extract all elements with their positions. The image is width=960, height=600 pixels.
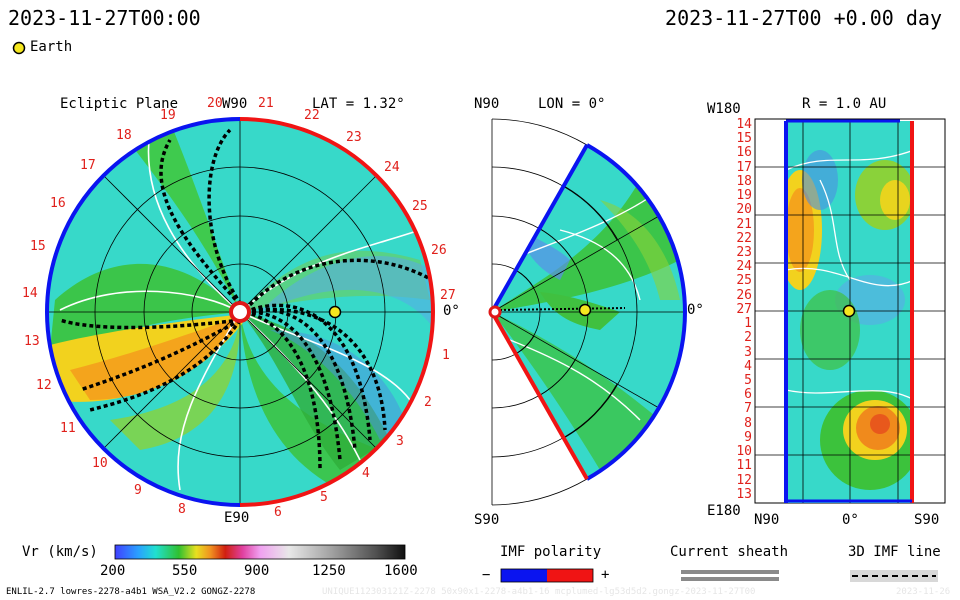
map-y-label: 25 (736, 273, 752, 288)
map-y-label: 2 (744, 330, 752, 345)
meridional-lon-label: LON = 0° (538, 96, 606, 112)
map-y-label: 27 (736, 302, 752, 317)
current-sheath-label: Current sheath (670, 544, 789, 560)
map-y-label: 20 (736, 202, 752, 217)
rot-2: 2 (424, 395, 432, 410)
rot-15: 15 (30, 239, 46, 254)
ecliptic-title: Ecliptic Plane (60, 96, 179, 112)
imf-polarity-label: IMF polarity (500, 544, 602, 560)
ecliptic-e90-label: E90 (224, 510, 250, 526)
map-x-n90: N90 (754, 512, 780, 528)
sun-marker (229, 301, 251, 323)
rot-18: 18 (116, 128, 132, 143)
rot-21: 21 (258, 96, 274, 111)
meridional-s90-label: S90 (474, 512, 500, 528)
ecliptic-0deg-label: 0° (443, 303, 460, 319)
rot-13: 13 (24, 334, 40, 349)
map-y-label: 10 (736, 444, 752, 459)
map-y-label: 17 (736, 160, 752, 175)
rot-8: 8 (178, 502, 186, 517)
map-y-label: 5 (744, 373, 752, 388)
timestamp-left: 2023-11-27T00:00 (8, 6, 201, 30)
rot-5: 5 (320, 490, 328, 505)
map-y-label: 7 (744, 401, 752, 416)
map-y-label: 16 (736, 145, 752, 160)
run-date: 2023-11-26 (896, 587, 951, 597)
rot-27: 27 (440, 288, 456, 303)
model-info: ENLIL-2.7 lowres-2278-a4b1 WSA_V2.2 GONG… (6, 587, 256, 597)
rot-9: 9 (134, 483, 142, 498)
rot-24: 24 (384, 160, 400, 175)
meridional-n90-label: N90 (474, 96, 500, 112)
rot-20: 20 (207, 96, 223, 111)
earth-label: Earth (30, 39, 73, 55)
rot-16: 16 (50, 196, 66, 211)
map-x-s90: S90 (914, 512, 940, 528)
rot-4: 4 (362, 466, 370, 481)
map-y-label: 4 (744, 359, 752, 374)
rot-10: 10 (92, 456, 108, 471)
meridional-0deg-label: 0° (687, 302, 704, 318)
earth-marker-ecliptic (328, 305, 342, 319)
map-y-label: 6 (744, 387, 752, 402)
map-y-label: 11 (736, 458, 752, 473)
colorbar-tick-900: 900 (244, 563, 270, 579)
rot-25: 25 (412, 199, 428, 214)
rot-19: 19 (160, 108, 176, 123)
map-y-label: 9 (744, 430, 752, 445)
rot-23: 23 (346, 130, 362, 145)
rot-22: 22 (304, 108, 320, 123)
map-y-label: 19 (736, 188, 752, 203)
ecliptic-w90-label: W90 (222, 96, 248, 112)
colorbar-tick-550: 550 (172, 563, 198, 579)
earth-marker-map (842, 304, 856, 318)
imf-3d-label: 3D IMF line (848, 544, 941, 560)
colorbar-tick-1250: 1250 (312, 563, 346, 579)
map-y-label: 26 (736, 288, 752, 303)
map-y-label: 15 (736, 131, 752, 146)
map-y-label: 8 (744, 416, 752, 431)
rot-6: 6 (274, 505, 282, 520)
map-y-label: 21 (736, 217, 752, 232)
map-y-label: 14 (736, 117, 752, 132)
imf-plus-label: + (601, 567, 610, 583)
rot-26: 26 (431, 243, 447, 258)
colorbar-tick-1600: 1600 (384, 563, 418, 579)
rot-12: 12 (36, 378, 52, 393)
rot-1: 1 (442, 348, 450, 363)
map-y-label: 1 (744, 316, 752, 331)
map-w180-label: W180 (707, 101, 741, 117)
ecliptic-lat-label: LAT = 1.32° (312, 96, 405, 112)
map-x-0deg: 0° (842, 512, 859, 528)
map-y-label: 23 (736, 245, 752, 260)
rot-17: 17 (80, 158, 96, 173)
colorbar-tick-200: 200 (100, 563, 126, 579)
rot-11: 11 (60, 421, 76, 436)
map-r-label: R = 1.0 AU (802, 96, 887, 112)
map-y-label: 24 (736, 259, 752, 274)
imf-minus-label: − (482, 567, 491, 583)
map-y-label: 3 (744, 345, 752, 360)
velocity-colorbar (114, 544, 406, 560)
rot-3: 3 (396, 434, 404, 449)
map-y-label: 13 (736, 487, 752, 502)
map-y-label: 22 (736, 231, 752, 246)
earth-legend-icon (12, 41, 26, 55)
map-e180-label: E180 (707, 503, 741, 519)
map-y-label: 18 (736, 174, 752, 189)
rot-14: 14 (22, 286, 38, 301)
timestamp-right: 2023-11-27T00 +0.00 day (665, 6, 942, 30)
earth-marker-meridional (578, 303, 592, 317)
colorbar-label: Vr (km/s) (22, 544, 98, 560)
map-y-label: 12 (736, 473, 752, 488)
imf-polarity-bar (500, 568, 594, 583)
imf-3d-line-swatch (850, 570, 938, 582)
run-info: UNIQUE112303121Z-2278 50x90x1-2278-a4b1-… (322, 587, 756, 597)
current-sheath-swatch (681, 570, 779, 581)
